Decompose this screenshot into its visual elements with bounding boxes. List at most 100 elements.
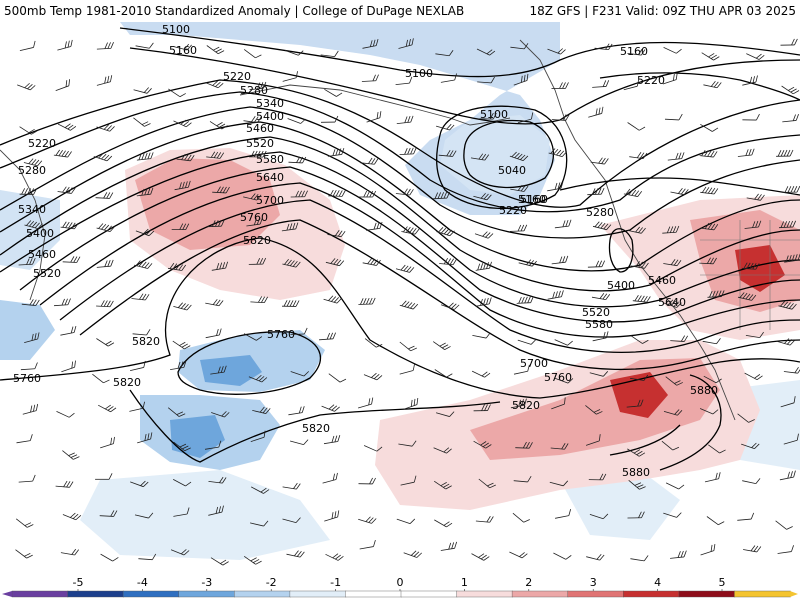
- wind-barb-shaft: [130, 481, 144, 488]
- wind-barb-flag: [70, 454, 78, 458]
- wind-barb-flag: [372, 477, 376, 485]
- wind-barb-shaft: [440, 547, 455, 551]
- wind-barb-flag: [190, 154, 195, 162]
- wind-barb: [588, 106, 604, 118]
- wind-barb-shaft: [324, 516, 338, 522]
- wind-barb-shaft: [173, 513, 188, 517]
- wind-barb-flag: [334, 511, 337, 518]
- wind-barb: [594, 43, 613, 51]
- wind-barb-flag: [295, 517, 301, 523]
- wind-barb-flag: [301, 190, 305, 197]
- wind-barb: [585, 434, 601, 446]
- wind-barb: [589, 371, 609, 377]
- wind-barb-flag: [258, 376, 265, 382]
- wind-barb-flag: [405, 226, 411, 233]
- wind-barb-flag: [788, 255, 792, 262]
- wind-barb: [433, 447, 452, 454]
- wind-barb-shaft: [53, 304, 68, 307]
- wind-barb-flag: [216, 152, 222, 159]
- wind-barb-flag: [150, 152, 154, 159]
- wind-barb: [473, 192, 492, 201]
- wind-barb-flag: [332, 189, 337, 197]
- wind-barb-shaft: [434, 369, 447, 378]
- wind-barb-flag: [184, 154, 189, 161]
- wind-barb-flag: [360, 298, 364, 305]
- contour-5520: [0, 151, 800, 308]
- wind-barb: [699, 149, 718, 158]
- wind-barb-flag: [438, 227, 444, 233]
- wind-barb-flag: [300, 118, 306, 124]
- wind-barb-flag: [73, 256, 78, 263]
- wind-barb-flag: [707, 223, 713, 230]
- wind-barb-shaft: [703, 84, 718, 89]
- wind-barb: [627, 511, 645, 519]
- wind-barb-flag: [793, 185, 798, 193]
- wind-barb-flag: [745, 149, 749, 156]
- wind-barb-flag: [749, 76, 753, 84]
- wind-barb-shaft: [19, 47, 34, 51]
- wind-barb-flag: [786, 149, 791, 157]
- wind-barb-flag: [751, 442, 757, 448]
- wind-barb: [590, 157, 609, 165]
- wind-barb-flag: [672, 73, 675, 81]
- wind-barb-flag: [676, 48, 682, 54]
- wind-barb: [699, 408, 719, 415]
- wind-barb-flag: [298, 406, 302, 414]
- wind-barb: [136, 152, 154, 161]
- wind-barb-flag: [184, 345, 191, 350]
- wind-barb-flag: [531, 260, 537, 267]
- wind-barb-flag: [760, 194, 765, 201]
- wind-barb-flag: [561, 443, 566, 450]
- wind-barb-flag: [370, 258, 375, 265]
- wind-barb-shaft: [62, 450, 74, 460]
- wind-barb: [396, 518, 416, 525]
- wind-barb: [742, 75, 758, 86]
- wind-barb: [286, 550, 305, 558]
- wind-barb-flag: [787, 471, 790, 479]
- wind-barb-shaft: [359, 546, 374, 550]
- wind-barb: [171, 223, 190, 231]
- wind-barb-flag: [595, 260, 600, 268]
- wind-barb-flag: [181, 549, 187, 555]
- wind-barb-flag: [61, 150, 66, 157]
- wind-barb: [780, 38, 798, 46]
- wind-barb: [700, 186, 719, 195]
- wind-barb-flag: [372, 39, 376, 47]
- wind-barb: [434, 369, 453, 378]
- wind-barb-shaft: [20, 368, 35, 371]
- wind-barb-flag: [640, 295, 645, 302]
- wind-barb-flag: [326, 332, 331, 340]
- wind-barb: [434, 519, 453, 528]
- wind-barb-flag: [601, 260, 606, 267]
- wind-barb: [358, 190, 377, 198]
- wind-barb-flag: [27, 188, 32, 195]
- wind-barb-flag: [520, 75, 523, 83]
- wind-barb-shaft: [744, 226, 759, 229]
- wind-barb: [99, 510, 118, 517]
- wind-barb-flag: [786, 220, 791, 228]
- wind-barb-flag: [557, 48, 563, 54]
- wind-barb-shaft: [364, 338, 377, 348]
- wind-barb-flag: [296, 550, 302, 557]
- wind-barb-flag: [562, 256, 566, 263]
- wind-barb-flag: [110, 75, 113, 82]
- wind-barb-flag: [701, 186, 707, 193]
- wind-barb-flag: [646, 296, 651, 303]
- wind-barb-flag: [63, 480, 68, 488]
- wind-barb-flag: [144, 123, 151, 127]
- wind-barb-flag: [709, 257, 714, 264]
- wind-barb-flag: [74, 549, 80, 556]
- wind-barb-shaft: [328, 373, 341, 383]
- wind-barb-shaft: [167, 407, 180, 417]
- wind-barb-flag: [638, 261, 643, 268]
- wind-barb-shaft: [210, 371, 225, 375]
- wind-barb: [516, 296, 534, 304]
- wind-barb-flag: [511, 151, 517, 158]
- wind-barb-flag: [219, 186, 224, 193]
- wind-barb: [778, 300, 797, 310]
- wind-barb-flag: [750, 545, 756, 552]
- wind-barb: [249, 81, 267, 91]
- wind-barb-flag: [635, 226, 641, 233]
- wind-barb-flag: [678, 484, 685, 490]
- wind-barb-flag: [24, 188, 29, 195]
